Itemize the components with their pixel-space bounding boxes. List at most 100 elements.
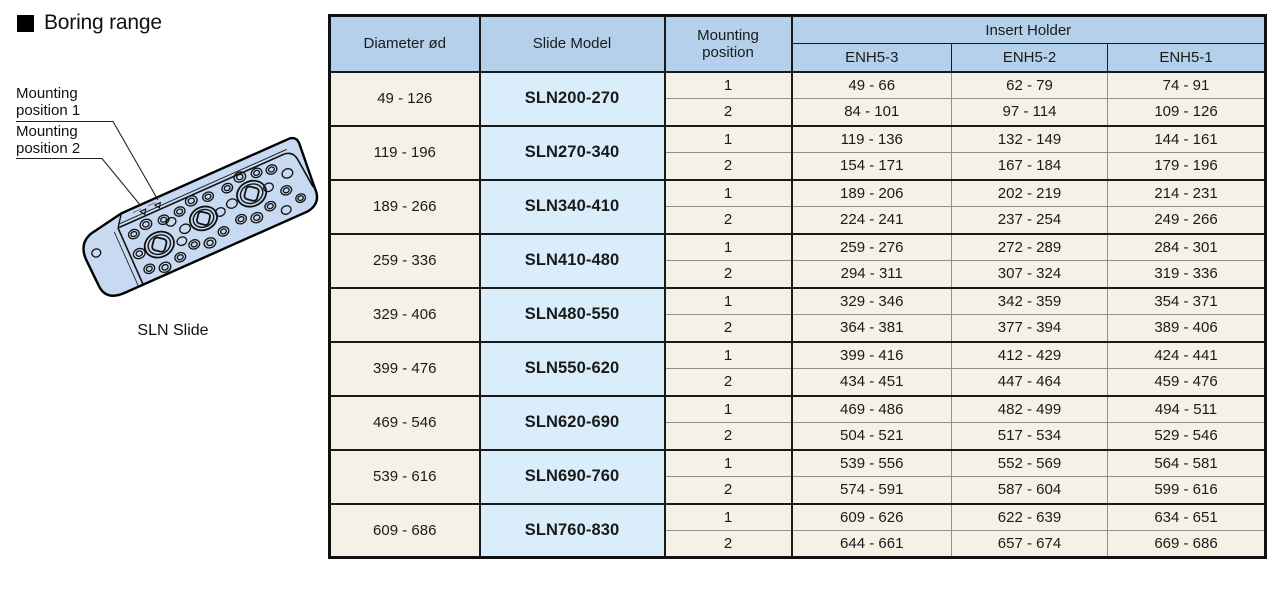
slide-model-cell: SLN340-410 <box>478 178 665 234</box>
insert-range-cell: 154 - 171 <box>790 152 952 180</box>
mounting-position-cell: 2 <box>663 314 792 342</box>
insert-range-cell: 329 - 346 <box>790 286 952 315</box>
diameter-cell: 49 - 126 <box>329 70 480 126</box>
header-mounting-position-text: Mounting position <box>697 26 759 61</box>
insert-range-cell: 447 - 464 <box>951 368 1108 396</box>
slide-body <box>82 136 319 297</box>
insert-range-cell: 377 - 394 <box>951 314 1108 342</box>
diameter-cell: 469 - 546 <box>329 394 480 450</box>
insert-range-cell: 237 - 254 <box>951 206 1108 234</box>
insert-range-cell: 319 - 336 <box>1106 260 1267 288</box>
insert-range-cell: 294 - 311 <box>790 260 952 288</box>
insert-range-cell: 469 - 486 <box>790 394 952 423</box>
insert-range-cell: 119 - 136 <box>790 124 952 153</box>
mounting-position-cell: 1 <box>663 70 792 99</box>
insert-range-cell: 307 - 324 <box>951 260 1108 288</box>
insert-range-cell: 412 - 429 <box>951 340 1108 369</box>
insert-range-cell: 214 - 231 <box>1106 178 1267 207</box>
mounting-position-2-marker-icon <box>139 208 147 216</box>
insert-range-cell: 657 - 674 <box>951 530 1108 558</box>
insert-range-cell: 272 - 289 <box>951 232 1108 261</box>
insert-range-cell: 434 - 451 <box>790 368 952 396</box>
mounting-position-cell: 1 <box>663 340 792 369</box>
insert-range-cell: 109 - 126 <box>1106 98 1267 126</box>
diameter-cell: 189 - 266 <box>329 178 480 234</box>
header-diameter: Diameter ød <box>329 15 480 73</box>
insert-range-cell: 494 - 511 <box>1106 394 1267 423</box>
insert-range-cell: 389 - 406 <box>1106 314 1267 342</box>
table-row: 2 364 - 381 377 - 394 389 - 406 <box>330 314 1267 342</box>
slide-model-cell: SLN690-760 <box>478 448 665 504</box>
counterbore-holes <box>143 179 268 259</box>
insert-range-cell: 189 - 206 <box>790 178 952 207</box>
insert-range-cell: 84 - 101 <box>790 98 952 126</box>
insert-range-cell: 49 - 66 <box>790 70 952 99</box>
table-body: 49 - 126 SLN200-270 1 49 - 66 62 - 79 74 - 91… <box>329 70 1267 558</box>
slide-model-cell: SLN410-480 <box>478 232 665 288</box>
insert-range-cell: 284 - 301 <box>1106 232 1267 261</box>
mounting-position-cell: 2 <box>663 260 792 288</box>
mounting-position-cell: 2 <box>663 422 792 450</box>
insert-range-cell: 609 - 626 <box>790 502 952 531</box>
insert-range-cell: 482 - 499 <box>951 394 1108 423</box>
insert-range-cell: 669 - 686 <box>1106 530 1267 558</box>
insert-range-cell: 179 - 196 <box>1106 152 1267 180</box>
insert-range-cell: 517 - 534 <box>951 422 1108 450</box>
insert-range-cell: 202 - 219 <box>951 178 1108 207</box>
section-title: Boring range <box>17 11 162 35</box>
table-row: 2 574 - 591 587 - 604 599 - 616 <box>330 476 1267 504</box>
table-row: 2 294 - 311 307 - 324 319 - 336 <box>330 260 1267 288</box>
diameter-cell: 329 - 406 <box>329 286 480 342</box>
slide-model-cell: SLN200-270 <box>478 70 665 126</box>
diameter-cell: 609 - 686 <box>329 502 480 558</box>
mounting-position-cell: 1 <box>663 448 792 477</box>
insert-range-cell: 622 - 639 <box>951 502 1108 531</box>
insert-range-cell: 459 - 476 <box>1106 368 1267 396</box>
insert-range-cell: 167 - 184 <box>951 152 1108 180</box>
insert-range-cell: 62 - 79 <box>951 70 1108 99</box>
table-row: 49 - 126 SLN200-270 1 49 - 66 62 - 79 74 - 91 <box>329 70 1267 126</box>
insert-range-cell: 552 - 569 <box>951 448 1108 477</box>
insert-range-cell: 364 - 381 <box>790 314 952 342</box>
header-mounting-position: Mounting position <box>663 15 792 73</box>
insert-range-cell: 74 - 91 <box>1106 70 1267 99</box>
mounting-position-cell: 2 <box>663 476 792 504</box>
insert-range-cell: 634 - 651 <box>1106 502 1267 531</box>
insert-range-cell: 504 - 521 <box>790 422 952 450</box>
table-row: 2 84 - 101 97 - 114 109 - 126 <box>330 98 1267 126</box>
mounting-position-cell: 1 <box>663 502 792 531</box>
insert-range-cell: 564 - 581 <box>1106 448 1267 477</box>
insert-range-cell: 97 - 114 <box>951 98 1108 126</box>
insert-range-cell: 644 - 661 <box>790 530 952 558</box>
slide-model-cell: SLN620-690 <box>478 394 665 450</box>
insert-range-cell: 587 - 604 <box>951 476 1108 504</box>
table-row: 2 644 - 661 657 - 674 669 - 686 <box>330 530 1267 558</box>
insert-range-cell: 354 - 371 <box>1106 286 1267 315</box>
insert-range-cell: 224 - 241 <box>790 206 952 234</box>
diameter-cell: 259 - 336 <box>329 232 480 288</box>
mounting-position-1-label: Mounting position 1 <box>16 85 81 119</box>
header-enh5-1: ENH5-1 <box>1106 43 1267 73</box>
insert-range-cell: 574 - 591 <box>790 476 952 504</box>
mounting-position-cell: 1 <box>663 394 792 423</box>
table-row: 399 - 476 SLN550-620 1 399 - 416 412 - 429 42… <box>329 340 1267 396</box>
boring-range-table: Diameter ød Slide Model Mounting positio… <box>328 14 1268 559</box>
insert-range-cell: 399 - 416 <box>790 340 952 369</box>
table-row: 609 - 686 SLN760-830 1 609 - 626 622 - 639 63… <box>329 502 1267 558</box>
mounting-position-cell: 1 <box>663 178 792 207</box>
small-holes <box>127 164 307 275</box>
cap-hole <box>91 248 102 258</box>
mounting-position-cell: 1 <box>663 232 792 261</box>
mounting-position-1-marker-icon <box>153 201 162 209</box>
insert-range-cell: 342 - 359 <box>951 286 1108 315</box>
header-enh5-2: ENH5-2 <box>951 43 1108 73</box>
table-row: 329 - 406 SLN480-550 1 329 - 346 342 - 359 35… <box>329 286 1267 342</box>
insert-range-cell: 599 - 616 <box>1106 476 1267 504</box>
insert-range-cell: 259 - 276 <box>790 232 952 261</box>
header-insert-holder: Insert Holder <box>790 15 1267 44</box>
insert-range-cell: 539 - 556 <box>790 448 952 477</box>
table-row: 539 - 616 SLN690-760 1 539 - 556 552 - 569 56… <box>329 448 1267 504</box>
insert-range-cell: 424 - 441 <box>1106 340 1267 369</box>
illustration-caption: SLN Slide <box>137 322 209 339</box>
section-bullet-icon <box>17 14 34 32</box>
